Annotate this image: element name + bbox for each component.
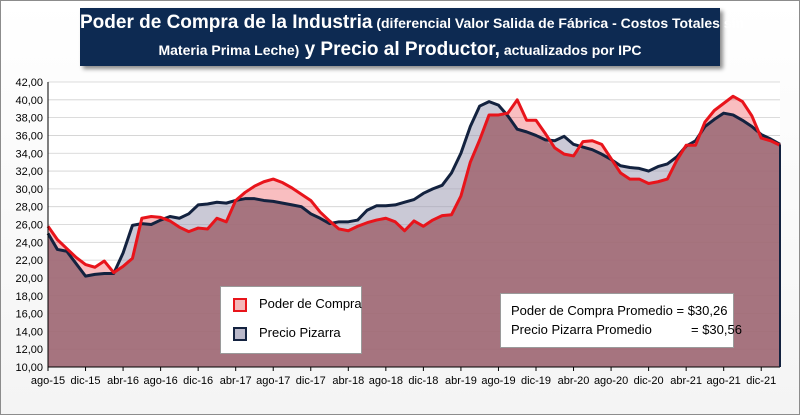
y-tick-label: 24,00	[15, 237, 43, 249]
averages-box: Poder de Compra Promedio = $30,26 Precio…	[500, 293, 742, 348]
legend-swatch-pizarra	[233, 327, 247, 341]
avg-poder-label: Poder de Compra Promedio =	[511, 303, 688, 318]
x-tick-label: dic-16	[183, 375, 213, 387]
title-sub-3: actualizados por IPC	[499, 42, 642, 58]
y-tick-label: 16,00	[15, 309, 43, 321]
y-tick-label: 20,00	[15, 273, 43, 285]
chart-title: Poder de Compra de la Industria (diferen…	[80, 8, 744, 66]
title-sub-2: Materia Prima Leche)	[158, 42, 300, 58]
x-tick-label: abr-21	[670, 375, 702, 387]
x-tick-label: ago-20	[594, 375, 628, 387]
x-tick-label: ago-21	[707, 375, 741, 387]
y-tick-label: 18,00	[15, 291, 43, 303]
legend-label-poder: Poder de Compra	[259, 296, 362, 311]
series-line-poder	[46, 94, 781, 275]
y-tick-label: 26,00	[15, 220, 43, 232]
x-tick-label: ago-19	[481, 375, 515, 387]
x-tick-label: ago-15	[31, 375, 65, 387]
y-tick-label: 28,00	[15, 202, 43, 214]
title-main-2: y Precio al Productor,	[299, 39, 500, 60]
x-tick-label: ago-17	[256, 375, 290, 387]
title-main-1: Poder de Compra de la Industria	[80, 12, 373, 33]
x-tick-label: dic-17	[296, 375, 326, 387]
legend-swatch-poder	[233, 298, 247, 312]
x-tick-label: dic-18	[408, 375, 438, 387]
y-tick-label: 12,00	[15, 344, 43, 356]
avg-pizarra-value: = $30,56	[691, 322, 742, 337]
y-tick-label: 40,00	[15, 95, 43, 107]
y-tick-label: 42,00	[15, 77, 43, 89]
x-tick-label: abr-20	[558, 375, 590, 387]
x-tick-label: ago-16	[143, 375, 177, 387]
x-tick-label: ago-18	[369, 375, 403, 387]
x-tick-label: abr-16	[107, 375, 139, 387]
y-tick-label: 38,00	[15, 113, 43, 125]
y-tick-label: 22,00	[15, 255, 43, 267]
x-tick-label: dic-21	[746, 375, 776, 387]
avg-row-pizarra: Precio Pizarra Promedio = $30,56	[511, 322, 742, 337]
legend: Poder de Compra Precio Pizarra	[220, 286, 362, 354]
x-tick-label: dic-19	[521, 375, 551, 387]
x-tick-label: dic-15	[71, 375, 101, 387]
legend-label-pizarra: Precio Pizarra	[259, 325, 341, 340]
x-tick-label: abr-19	[445, 375, 477, 387]
x-tick-label: abr-18	[332, 375, 364, 387]
x-tick-label: dic-20	[634, 375, 664, 387]
series-line-pizarra	[46, 100, 781, 278]
y-tick-label: 14,00	[15, 326, 43, 338]
y-tick-label: 36,00	[15, 130, 43, 142]
series-lines	[46, 94, 781, 278]
avg-pizarra-label: Precio Pizarra Promedio	[511, 322, 652, 337]
avg-row-poder: Poder de Compra Promedio = $30,26	[511, 303, 727, 318]
axes: 10,00 12,00 14,00 16,00 18,00 20,00 22,00 24,00…	[15, 77, 781, 387]
y-tick-label: 34,00	[15, 148, 43, 160]
y-tick-label: 10,00	[15, 362, 43, 374]
title-sub-1: (diferencial Valor Salida de Fábrica - C…	[372, 15, 745, 31]
x-tick-label: abr-17	[220, 375, 252, 387]
y-tick-label: 32,00	[15, 166, 43, 178]
y-tick-label: 30,00	[15, 184, 43, 196]
avg-poder-value: $30,26	[687, 303, 728, 318]
